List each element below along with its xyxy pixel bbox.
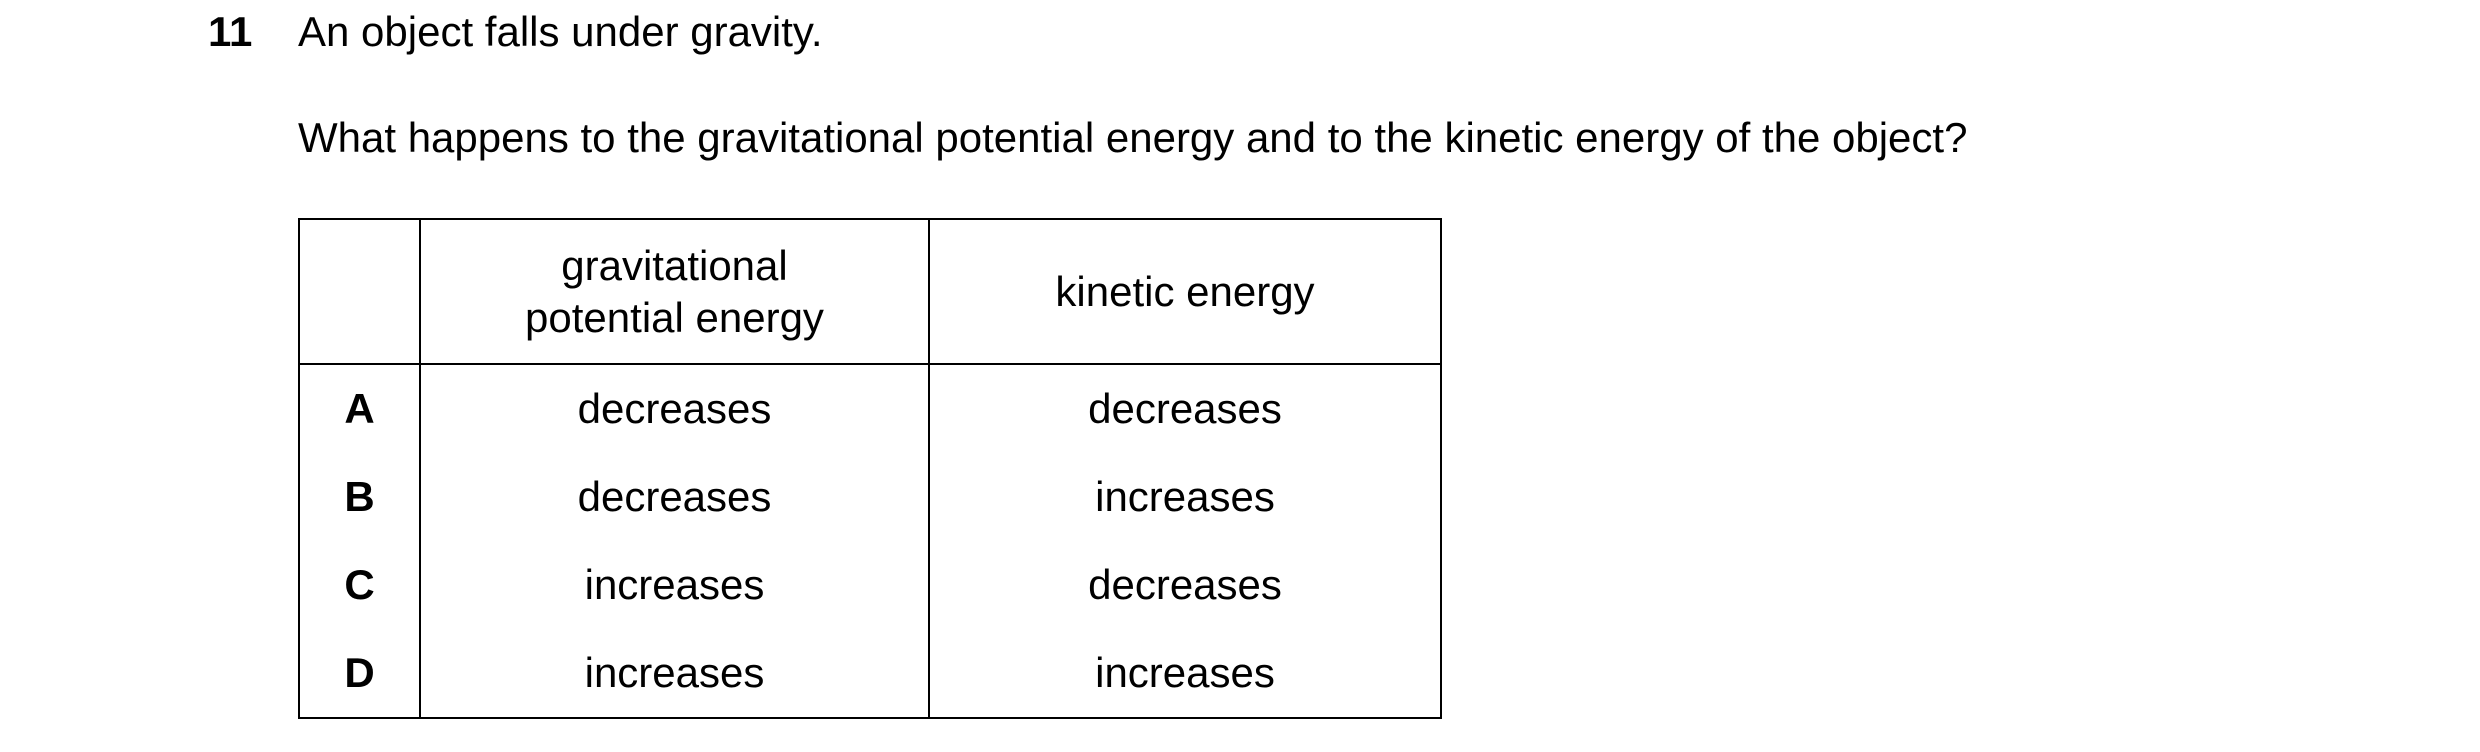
option-cell: decreases xyxy=(419,364,930,453)
option-key: A xyxy=(298,364,421,453)
option-cell: increases xyxy=(419,541,930,629)
header-cell xyxy=(298,218,421,365)
option-cell: increases xyxy=(928,629,1442,719)
option-key: B xyxy=(298,453,421,541)
option-cell: increases xyxy=(928,453,1442,541)
option-cell: decreases xyxy=(419,453,930,541)
option-cell: decreases xyxy=(928,541,1442,629)
option-key: D xyxy=(298,629,421,719)
option-cell: decreases xyxy=(928,364,1442,453)
header-cell: gravitational potential energy xyxy=(419,218,930,365)
options-table: gravitational potential energy kinetic e… xyxy=(298,218,1442,719)
header-cell: kinetic energy xyxy=(928,218,1442,365)
question-prompt: What happens to the gravitational potent… xyxy=(298,114,1968,161)
option-key: C xyxy=(298,541,421,629)
header-row: gravitational potential energy kinetic e… xyxy=(298,218,1442,365)
option-cell: increases xyxy=(419,629,930,719)
table-header: gravitational potential energy kinetic e… xyxy=(298,218,1442,365)
question-number: 11 xyxy=(208,8,253,55)
question-stem: An object falls under gravity. xyxy=(298,8,823,55)
header-text: gravitational potential energy xyxy=(525,241,824,341)
